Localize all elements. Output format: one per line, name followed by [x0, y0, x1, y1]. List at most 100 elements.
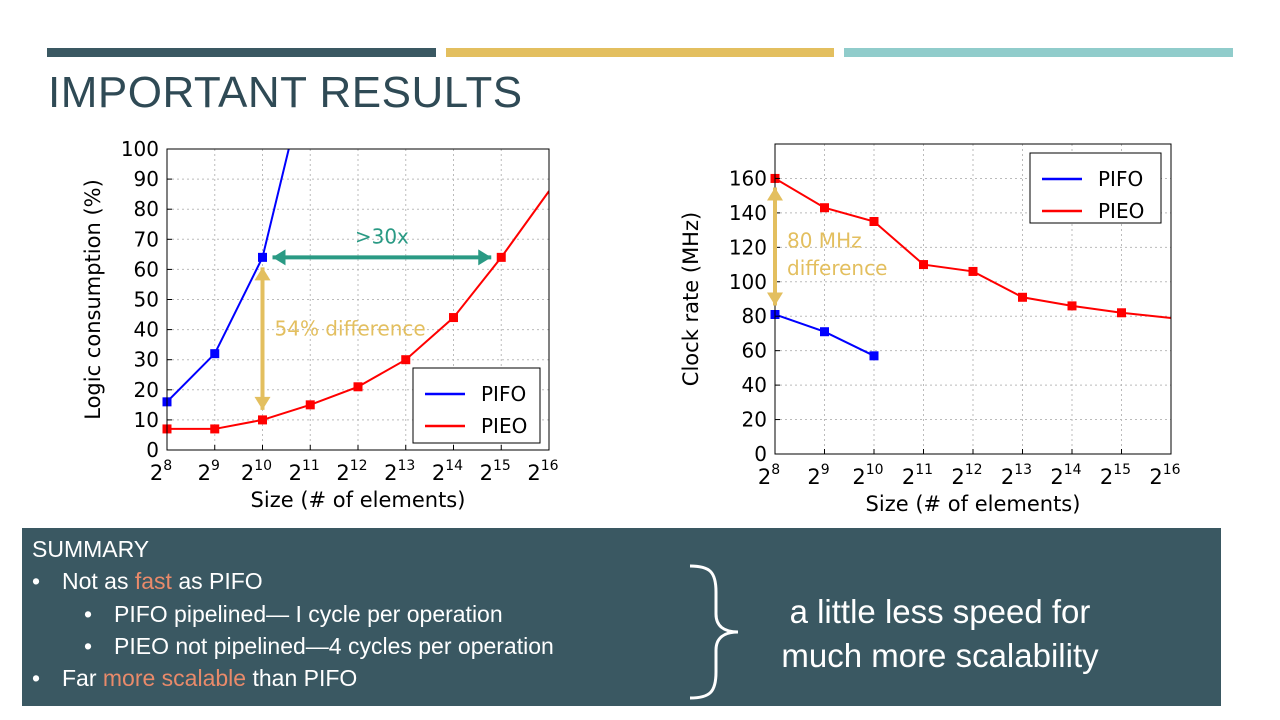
data-point-pieo	[305, 400, 315, 410]
x-tick-label: 213	[384, 458, 415, 485]
arrow-54-difference-head	[254, 267, 271, 281]
bullet-dot: •	[32, 568, 41, 594]
x-tick-label: 210	[852, 462, 883, 489]
y-tick-label: 70	[134, 227, 159, 251]
data-point-pieo	[869, 217, 879, 226]
x-tick-label: 212	[951, 462, 982, 489]
y-tick-label: 60	[742, 339, 767, 363]
y-tick-label: 80	[742, 304, 767, 328]
highlight-fast: fast	[134, 568, 172, 594]
legend-box	[412, 367, 541, 444]
bullet-text: PIEO not pipelined—4 cycles per operatio…	[114, 633, 554, 659]
bullet-not-as-fast: • Not as fast as PIFO	[32, 568, 263, 595]
arrow-30x-head	[272, 249, 286, 266]
clock-rate-chart: 0 20 40 60 80 100 120 140 160 28 29 210 211 212 213 214…	[679, 143, 1181, 516]
tagline-line-2: much more scalability	[781, 637, 1099, 674]
bullet-pifo-pipelined: • PIFO pipelined— I cycle per operation	[84, 601, 503, 628]
data-point-pieo	[496, 252, 506, 262]
arrow-30x-head	[478, 249, 492, 266]
summary-heading: SUMMARY	[32, 536, 150, 562]
slide-title: IMPORTANT RESULTS	[48, 68, 523, 117]
bullet-text-post: than PIFO	[246, 665, 358, 691]
data-point-pifo	[820, 327, 829, 337]
x-tick-label: 214	[432, 458, 463, 485]
x-tick-label: 29	[198, 458, 220, 485]
series-line-pifo	[167, 149, 290, 403]
data-point-pieo	[968, 266, 978, 276]
bullet-text: PIFO pipelined— I cycle per operation	[114, 601, 503, 627]
bullet-dot: •	[84, 633, 93, 659]
curly-brace-icon	[689, 564, 739, 700]
x-tick-label: 211	[289, 458, 320, 485]
bullet-dot: •	[84, 601, 93, 627]
annotation-30x: >30x	[355, 224, 409, 248]
y-tick-label: 30	[134, 348, 159, 372]
x-tick-label: 213	[1001, 462, 1032, 489]
data-point-pieo	[1067, 301, 1077, 311]
data-point-pieo	[401, 355, 411, 365]
y-tick-label: 20	[742, 408, 767, 432]
tagline-line-1: a little less speed for	[789, 593, 1091, 630]
legend-label-pieo: PIEO	[1098, 199, 1144, 223]
x-axis-label: Size (# of elements)	[251, 488, 466, 512]
bullet-text-post: as PIFO	[171, 568, 263, 594]
annotation-54-difference: 54% difference	[275, 317, 426, 341]
data-point-pifo	[869, 351, 879, 361]
y-tick-label: 40	[134, 318, 159, 342]
x-tick-label: 211	[902, 462, 933, 489]
data-point-pieo	[258, 415, 267, 425]
y-tick-label: 60	[134, 257, 159, 281]
data-point-pifo	[258, 252, 267, 262]
highlight-more-scalable: more scalable	[102, 665, 247, 691]
x-tick-label: 28	[150, 458, 172, 485]
annotation-difference: difference	[787, 256, 887, 280]
arrow-54-difference-head	[254, 396, 271, 410]
data-point-pieo	[449, 313, 458, 323]
legend-label-pifo: PIFO	[1098, 167, 1143, 191]
accent-bar-teal	[844, 48, 1233, 57]
y-tick-label: 0	[754, 442, 767, 466]
data-point-pieo	[919, 260, 928, 270]
x-tick-label: 216	[527, 458, 558, 485]
data-point-pieo	[820, 203, 829, 213]
bullet-text-pre: Not as	[62, 568, 135, 594]
y-tick-label: 100	[729, 270, 767, 294]
y-tick-label: 80	[134, 197, 159, 221]
bullet-pieo-not-pipelined: • PIEO not pipelined—4 cycles per operati…	[84, 633, 554, 660]
data-point-pieo	[1018, 292, 1027, 302]
logic-consumption-chart: 0 10 20 30 40 50 60 70 80 90 100 28 29 210 211 212 213 21…	[81, 137, 559, 512]
y-tick-label: 0	[146, 438, 159, 462]
y-tick-label: 140	[729, 201, 767, 225]
arrow-80mhz-head	[767, 187, 783, 201]
y-tick-label: 90	[134, 167, 159, 191]
data-point-pieo	[1117, 308, 1126, 318]
x-axis-label: Size (# of elements)	[866, 492, 1081, 516]
data-point-pieo	[353, 382, 363, 392]
arrow-80mhz-head	[767, 292, 783, 306]
y-tick-label: 20	[134, 378, 159, 402]
annotation-80mhz: 80 MHz	[787, 228, 862, 252]
y-tick-label: 100	[121, 137, 159, 161]
x-tick-label: 214	[1050, 462, 1081, 489]
x-tick-label: 216	[1149, 462, 1180, 489]
bullet-text-pre: Far	[62, 665, 103, 691]
y-tick-label: 160	[729, 166, 767, 190]
legend-label-pifo: PIFO	[481, 382, 526, 406]
tagline: a little less speed for much more scalab…	[770, 590, 1110, 678]
accent-bar-dark	[47, 48, 436, 57]
accent-bar-gold	[446, 48, 834, 57]
summary-panel: SUMMARY • Not as fast as PIFO • PIFO pipel…	[22, 528, 1221, 706]
y-tick-label: 120	[729, 235, 767, 259]
x-tick-label: 28	[758, 462, 780, 489]
legend-label-pieo: PIEO	[481, 414, 527, 438]
x-tick-label: 210	[241, 458, 272, 485]
y-tick-label: 40	[742, 373, 767, 397]
y-axis-label: Clock rate (MHz)	[679, 212, 703, 386]
y-tick-label: 50	[134, 288, 159, 312]
x-tick-label: 29	[807, 462, 829, 489]
x-tick-label: 215	[1100, 462, 1131, 489]
y-tick-label: 10	[134, 408, 159, 432]
bullet-far-more-scalable: • Far more scalable than PIFO	[32, 665, 357, 692]
x-tick-label: 212	[336, 458, 367, 485]
x-tick-label: 215	[480, 458, 511, 485]
